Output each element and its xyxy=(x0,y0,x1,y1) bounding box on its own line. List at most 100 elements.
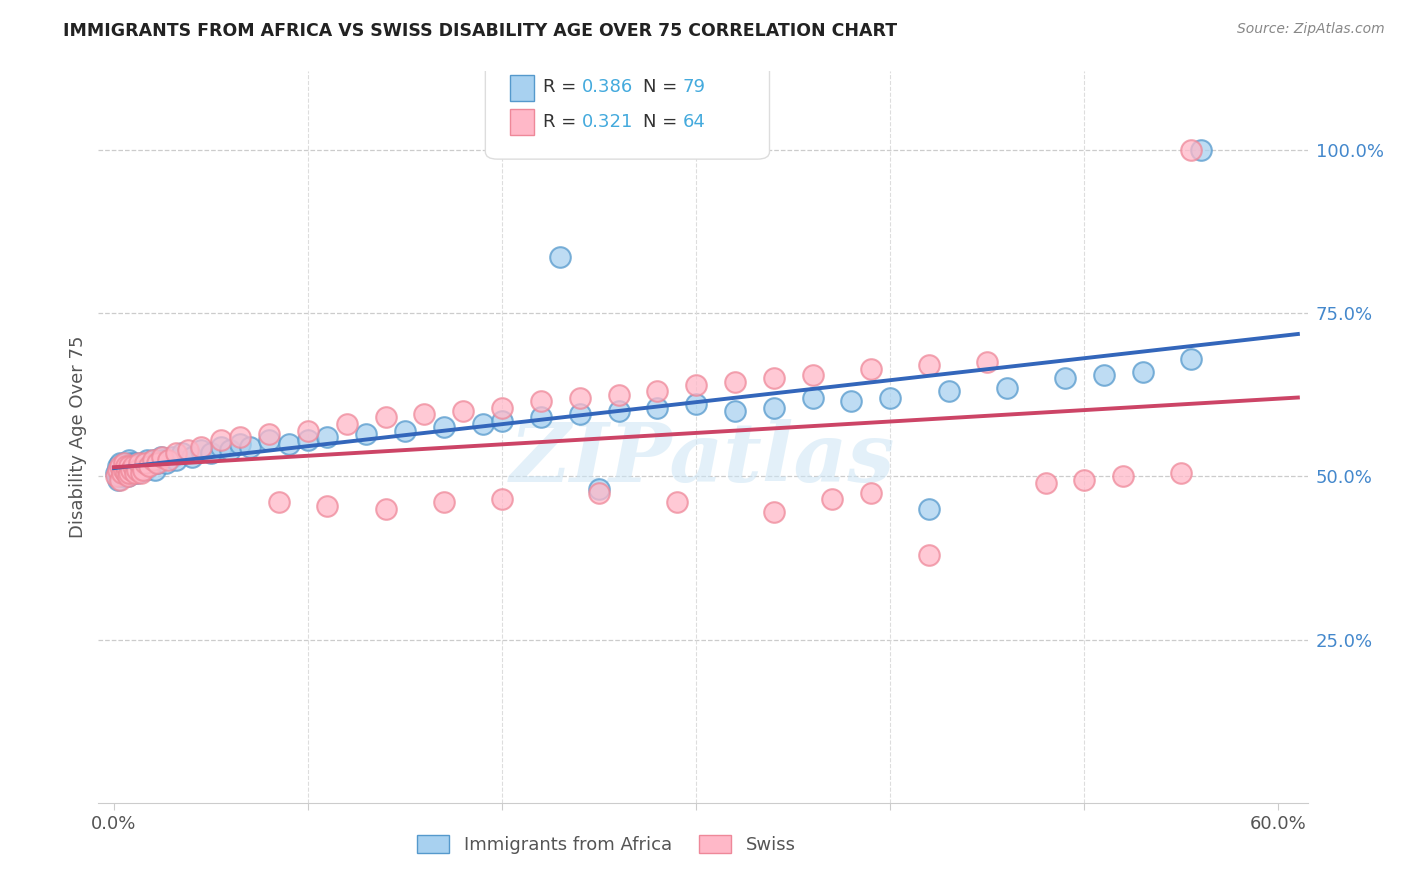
Point xyxy=(801,391,824,405)
Point xyxy=(128,456,150,470)
Point xyxy=(647,401,669,415)
Point xyxy=(155,456,177,470)
Point xyxy=(134,456,156,470)
Point xyxy=(1189,143,1212,157)
Point xyxy=(114,459,136,474)
Point xyxy=(112,456,135,470)
Point xyxy=(219,443,242,458)
Point xyxy=(117,469,139,483)
Point xyxy=(160,450,183,464)
Point xyxy=(111,466,134,480)
Point xyxy=(117,456,139,470)
Point xyxy=(138,459,160,474)
Point xyxy=(1035,475,1057,490)
Point xyxy=(104,469,127,483)
Point xyxy=(277,436,299,450)
Point xyxy=(118,459,141,474)
Point xyxy=(122,459,145,474)
Point xyxy=(112,463,135,477)
Point xyxy=(762,371,785,385)
Point xyxy=(120,456,142,470)
Point xyxy=(762,401,785,415)
Point xyxy=(841,394,863,409)
Point xyxy=(124,463,146,477)
Point xyxy=(180,450,202,464)
Point xyxy=(145,456,167,470)
Text: R =: R = xyxy=(543,112,576,131)
Point xyxy=(128,463,150,477)
Point xyxy=(209,434,232,448)
Point xyxy=(316,499,339,513)
Point xyxy=(530,410,553,425)
Point xyxy=(127,463,149,477)
Point xyxy=(374,502,396,516)
FancyBboxPatch shape xyxy=(485,61,769,159)
Point xyxy=(976,355,998,369)
Point xyxy=(685,377,707,392)
Point xyxy=(108,469,131,483)
Point xyxy=(724,375,747,389)
Point xyxy=(118,459,141,474)
Point xyxy=(1132,365,1154,379)
Point xyxy=(879,391,901,405)
Point xyxy=(190,443,212,458)
Point xyxy=(491,401,513,415)
Point xyxy=(1112,469,1135,483)
Point xyxy=(107,459,129,474)
Point xyxy=(129,466,152,480)
Point xyxy=(107,473,129,487)
Point xyxy=(297,434,319,448)
Point xyxy=(104,466,127,480)
Point xyxy=(145,456,167,470)
Point xyxy=(257,434,280,448)
Point xyxy=(918,358,941,372)
Point xyxy=(607,404,630,418)
Point xyxy=(229,436,252,450)
Point xyxy=(114,466,136,480)
Point xyxy=(471,417,494,431)
Point xyxy=(127,466,149,480)
Text: 64: 64 xyxy=(682,112,706,131)
Point xyxy=(316,430,339,444)
Point xyxy=(117,463,139,477)
Point xyxy=(111,466,134,480)
Point xyxy=(665,495,688,509)
Point xyxy=(530,394,553,409)
Point xyxy=(108,459,131,474)
Text: ZIPatlas: ZIPatlas xyxy=(510,419,896,499)
Point xyxy=(433,495,456,509)
Point xyxy=(122,459,145,474)
Point xyxy=(120,463,142,477)
Point xyxy=(918,502,941,516)
Point xyxy=(859,485,882,500)
Point xyxy=(108,456,131,470)
Point xyxy=(107,463,129,477)
Point xyxy=(354,426,377,441)
Point xyxy=(118,466,141,480)
Point xyxy=(433,420,456,434)
Point xyxy=(152,450,174,464)
Point xyxy=(1053,371,1076,385)
Point xyxy=(724,404,747,418)
Point xyxy=(239,440,262,454)
Point xyxy=(114,466,136,480)
Point xyxy=(143,463,166,477)
Point xyxy=(127,459,149,474)
Point xyxy=(122,466,145,480)
Point xyxy=(801,368,824,382)
Point xyxy=(142,453,165,467)
Point xyxy=(588,485,610,500)
FancyBboxPatch shape xyxy=(509,110,534,135)
Point xyxy=(1092,368,1115,382)
Point xyxy=(142,453,165,467)
Point xyxy=(374,410,396,425)
Point xyxy=(139,456,162,470)
Point xyxy=(134,463,156,477)
Point xyxy=(568,407,591,421)
Point xyxy=(229,430,252,444)
Text: Source: ZipAtlas.com: Source: ZipAtlas.com xyxy=(1237,22,1385,37)
Point xyxy=(117,469,139,483)
Point xyxy=(118,466,141,480)
Point xyxy=(297,424,319,438)
Point xyxy=(132,463,155,477)
